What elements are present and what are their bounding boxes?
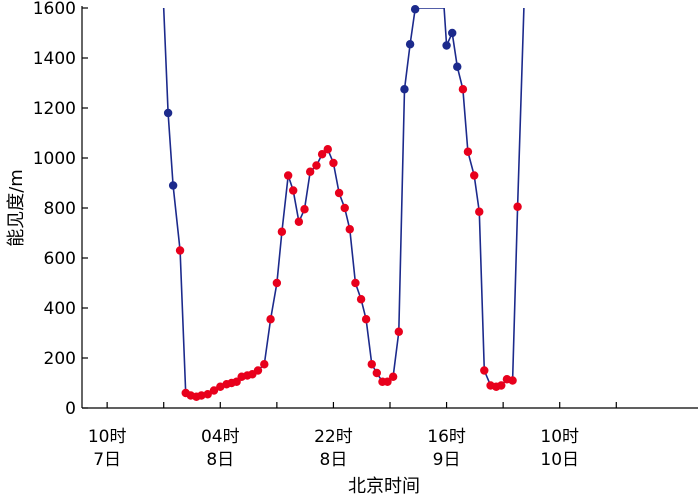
data-point-red (277, 227, 287, 236)
data-point-red (253, 366, 263, 375)
data-point-red (458, 85, 468, 94)
data-point-blue (410, 5, 420, 14)
data-point-red (283, 171, 293, 180)
data-point-blue (448, 28, 457, 38)
y-tick-label: 1600 (33, 0, 76, 19)
x-tick-label-date: 8日 (320, 450, 348, 470)
data-point-red (294, 217, 304, 226)
x-tick-label-date: 9日 (433, 450, 461, 470)
y-tick-label: 1000 (33, 149, 76, 169)
data-point-red (203, 390, 212, 399)
data-point-red (470, 171, 479, 180)
data-point-red (266, 315, 275, 324)
y-tick-label: 400 (44, 299, 76, 319)
data-point-red (209, 386, 219, 395)
data-point-red (361, 315, 371, 324)
data-point-red (334, 188, 344, 198)
data-point-red (317, 150, 327, 159)
data-point-blue (163, 108, 173, 118)
data-point-red (329, 158, 338, 168)
y-axis-title: 能见度/m (6, 169, 27, 247)
y-tick-label-group: 0 200 400 600 800 1000 1200 1400 1600 (33, 0, 76, 419)
data-point-red (323, 145, 332, 154)
data-point-blue (405, 40, 415, 49)
data-point-red (475, 207, 484, 216)
x-tick-label-group: 10时 7日 04时 8日 22时 8日 16时 9日 10时 10日 (88, 427, 579, 470)
x-tick-label-time: 16时 (427, 427, 466, 447)
data-point-red (497, 381, 506, 390)
axes-group (81, 6, 698, 409)
y-tick-label: 1400 (33, 49, 76, 69)
visibility-series-line (162, 8, 525, 398)
data-point-red (367, 360, 376, 369)
data-point-red (480, 366, 489, 375)
x-axis-title: 北京时间 (348, 476, 420, 497)
data-point-red (394, 327, 403, 336)
data-point-group (163, 5, 522, 401)
data-point-red (345, 225, 354, 234)
data-point-red (260, 360, 269, 369)
x-tick-label-time: 10时 (88, 427, 127, 447)
data-point-blue (168, 181, 178, 190)
data-point-red (175, 246, 185, 255)
data-point-red (356, 295, 366, 304)
x-tick-label-time: 04时 (201, 427, 240, 447)
y-tick-label: 0 (65, 399, 76, 419)
data-point-red (197, 391, 206, 400)
x-tick-label-date: 7日 (93, 450, 121, 470)
y-tick-label: 800 (44, 199, 76, 219)
data-point-blue (400, 85, 409, 94)
x-tick-label-date: 10日 (540, 450, 579, 470)
y-tick-label: 1200 (33, 99, 76, 119)
y-tick-label: 200 (44, 349, 76, 369)
data-point-red (216, 382, 225, 391)
data-point-red (312, 161, 321, 170)
data-point-red (289, 186, 298, 195)
data-point-red (463, 147, 473, 156)
x-tick-label-time: 22时 (314, 427, 353, 447)
data-point-red (513, 202, 522, 211)
data-point-red (383, 377, 392, 386)
data-point-red (508, 376, 517, 385)
data-point-red (372, 368, 381, 378)
data-point-red (340, 203, 349, 213)
series-line-group (162, 8, 525, 398)
data-point-blue (453, 62, 462, 71)
data-point-red (305, 167, 315, 176)
data-point-red (351, 278, 360, 288)
x-tick-label-date: 8日 (206, 450, 234, 470)
data-point-red (300, 205, 309, 214)
data-point-blue (442, 41, 451, 50)
y-tick-label: 600 (44, 249, 76, 269)
x-tick-label-time: 10时 (540, 427, 579, 447)
data-point-red (272, 278, 282, 288)
data-point-red (388, 372, 398, 381)
